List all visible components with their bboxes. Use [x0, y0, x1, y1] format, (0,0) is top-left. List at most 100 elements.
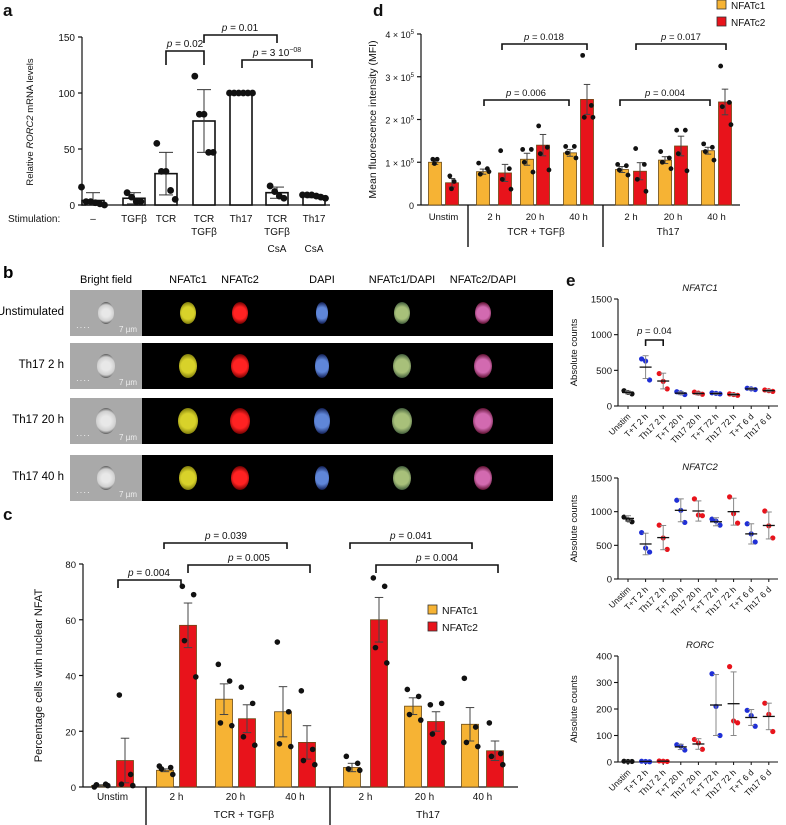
data-point [544, 144, 550, 150]
data-point [251, 742, 258, 748]
subplot-title: NFATC1 [682, 283, 718, 294]
fluorescence-cell-image [475, 302, 491, 324]
data-point [191, 72, 199, 80]
fluorescence-cell-image [180, 302, 196, 324]
fluorescence-cell-image [232, 302, 248, 324]
data-point [406, 711, 413, 718]
data-point [345, 766, 352, 772]
y-axis-label: Relative RORC2 mRNA levels [25, 58, 36, 185]
data-point [427, 701, 434, 708]
data-point [658, 149, 664, 154]
data-point [215, 661, 222, 668]
category-label: 20 h [526, 212, 545, 223]
data-point [417, 717, 424, 723]
data-point [702, 149, 708, 154]
data-point [701, 141, 707, 147]
data-point [668, 166, 674, 172]
data-point [674, 127, 680, 133]
data-point [639, 529, 645, 536]
p-value: = 0.041 [396, 531, 433, 542]
data-point [266, 182, 274, 190]
data-point [461, 675, 468, 682]
data-point [274, 639, 281, 645]
csa-label: CsA [305, 244, 324, 255]
data-point [167, 187, 175, 194]
bar-nfatc1 [520, 158, 534, 206]
y-tick-label: 1500 [591, 474, 612, 485]
data-point [735, 520, 741, 526]
data-point [499, 176, 505, 182]
data-point [623, 163, 629, 169]
y-tick-label: 0 [607, 402, 612, 413]
data-point [190, 591, 197, 598]
text-part: 1 × 10 [385, 158, 410, 168]
data-point [322, 194, 329, 202]
data-point [209, 148, 217, 156]
panel-label-b: b [3, 263, 14, 282]
p-value: = 3 10 [258, 48, 289, 59]
data-point [354, 760, 361, 767]
fluorescence-cell-image [316, 302, 328, 324]
y-tick-label: 0 [69, 201, 75, 212]
data-point [78, 183, 85, 191]
category-label: 40 h [707, 212, 726, 223]
p-value-label: p = 0.004 [644, 88, 685, 99]
fluorescence-cell-image [179, 466, 197, 490]
p-symbol: p [636, 326, 642, 337]
column-header: NFATc2 [221, 274, 259, 286]
category-label: TCR [194, 214, 215, 225]
cell-image [97, 466, 115, 490]
group-label: Th17 [416, 809, 440, 821]
p-value: = 0.01 [227, 23, 258, 34]
p-symbol: p [505, 88, 511, 99]
y-tick-label: 4 × 105 [385, 30, 414, 40]
y-axis-label: Absolute counts [569, 318, 580, 386]
data-point [629, 519, 635, 525]
data-point [497, 750, 504, 757]
y-tick-label: 1000 [591, 507, 612, 518]
y-tick-label: 3 × 105 [385, 73, 414, 83]
text-part: RORC2 [25, 115, 36, 149]
bar-nfatc1 [428, 161, 442, 206]
y-tick-label: 0 [607, 758, 612, 769]
p-value: = 0.005 [234, 553, 271, 564]
data-point [546, 167, 552, 173]
data-point [634, 176, 640, 182]
bright-field-image: ···· 7 µm [70, 290, 142, 336]
legend-swatch [427, 604, 438, 615]
data-point [639, 356, 645, 362]
y-tick-label: 2 × 105 [385, 116, 414, 126]
data-point [93, 781, 100, 788]
column-header: Bright field [80, 274, 132, 286]
data-point [449, 186, 454, 192]
category-label: 20 h [226, 792, 245, 803]
data-point [451, 179, 457, 184]
data-point [564, 150, 570, 156]
group-label: TCR + TGFβ [507, 227, 565, 238]
data-point [137, 198, 145, 206]
data-point [536, 123, 542, 129]
data-point [472, 724, 479, 730]
group-label: TCR + TGFβ [214, 809, 274, 821]
data-point [434, 156, 440, 162]
text-part: 5 [411, 116, 415, 122]
y-tick-label: 0 [71, 783, 76, 794]
data-point [682, 747, 688, 753]
data-point [498, 148, 504, 154]
p-exponent: −08 [289, 47, 301, 54]
data-point [429, 731, 436, 737]
legend-label: NFATc2 [731, 18, 766, 29]
column-header: NFATc1 [169, 274, 207, 286]
significance-bracket [501, 43, 588, 50]
data-point [153, 140, 161, 147]
data-point [129, 782, 136, 789]
p-symbol: p [204, 531, 211, 542]
fluorescence-cell-image [179, 354, 197, 378]
p-symbol: p [166, 39, 173, 50]
legend-swatch [427, 621, 438, 632]
p-symbol: p [227, 553, 234, 564]
y-tick-label: 20 [65, 727, 76, 738]
fluorescence-cell-image [474, 466, 492, 490]
data-point [770, 535, 776, 541]
